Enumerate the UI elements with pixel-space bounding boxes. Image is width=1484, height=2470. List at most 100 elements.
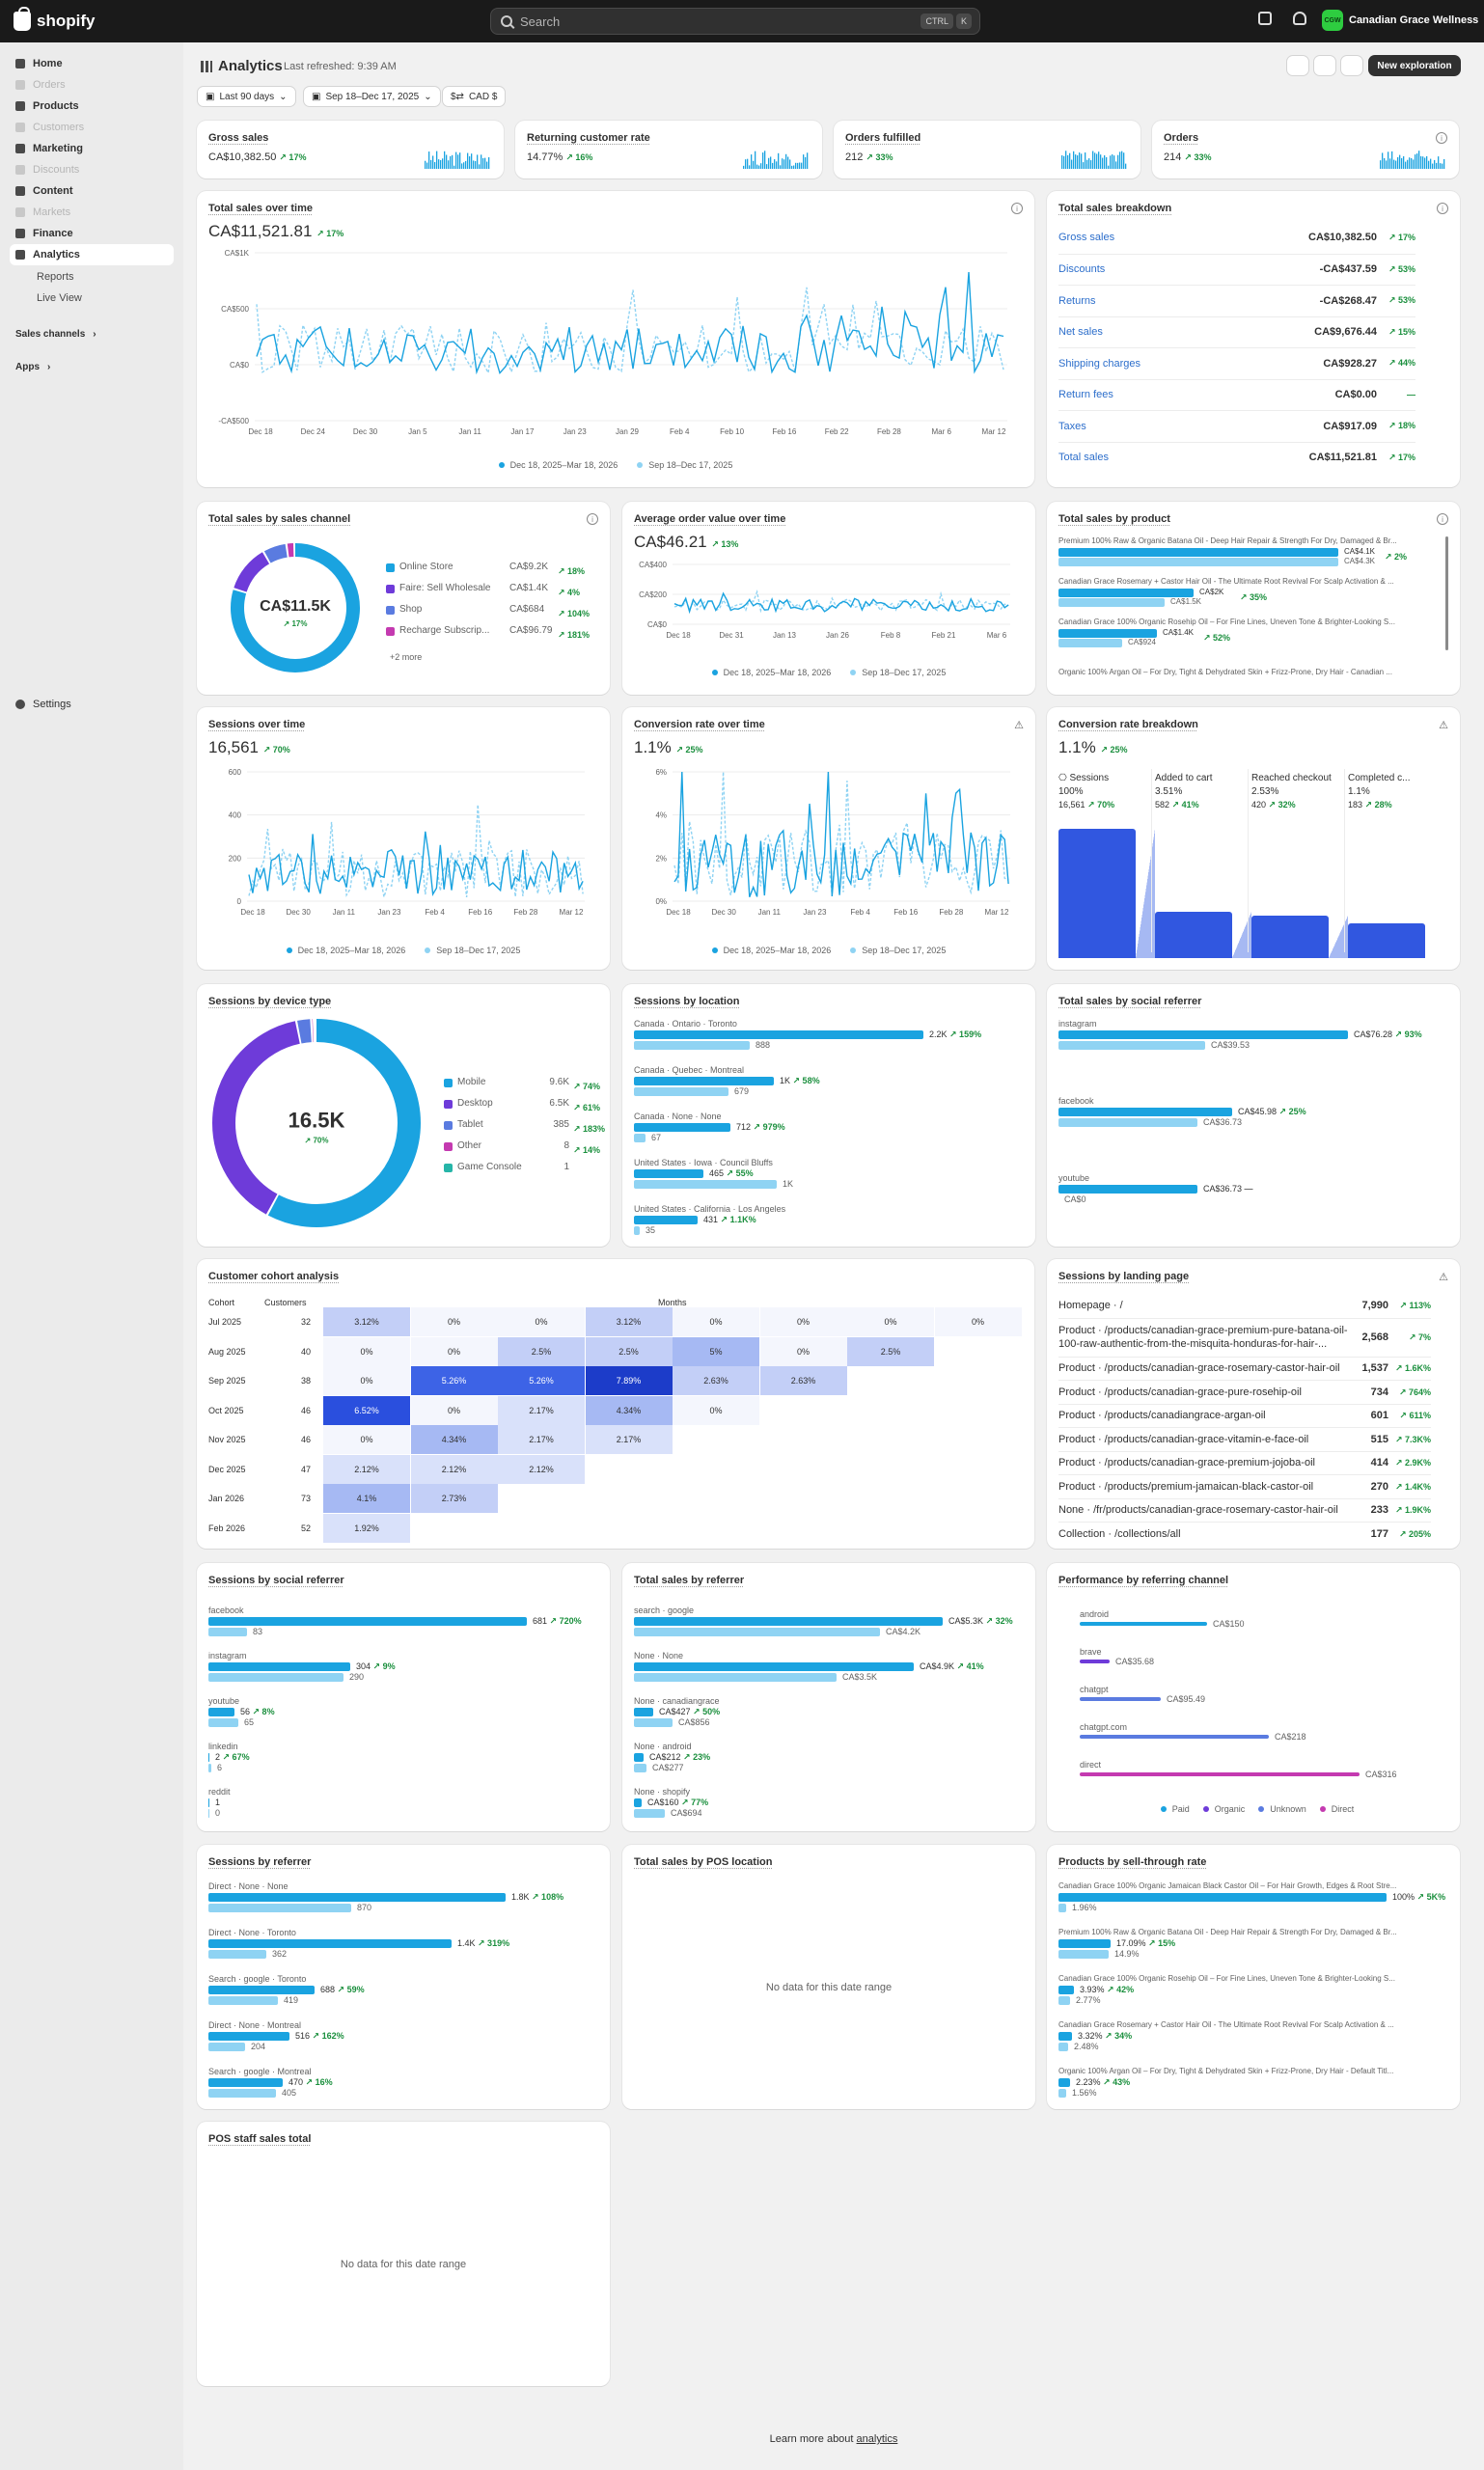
previous-bar[interactable] <box>208 1718 238 1727</box>
card-title[interactable]: Sessions by location <box>634 996 740 1007</box>
previous-bar[interactable] <box>634 1087 728 1096</box>
bar-label[interactable]: United States · Iowa · Council Bluffs <box>634 1158 773 1167</box>
cohort-cell[interactable]: 0% <box>410 1395 498 1425</box>
product-name[interactable]: Organic 100% Argan Oil – For Dry, Tight … <box>1058 668 1392 676</box>
sidebar-item-discounts[interactable]: Discounts <box>10 159 174 180</box>
funnel-bar[interactable] <box>1058 829 1136 958</box>
refresh-icon[interactable] <box>1286 55 1309 76</box>
cohort-cell[interactable]: 0% <box>323 1336 410 1366</box>
previous-bar[interactable] <box>208 1950 266 1959</box>
bar-label[interactable]: None · shopify <box>634 1787 691 1797</box>
previous-bar[interactable] <box>634 1764 646 1772</box>
landing-row[interactable]: Product · /products/canadiangrace-argan-… <box>1058 1403 1431 1428</box>
info-icon[interactable]: i <box>1436 132 1447 144</box>
sidebar-item-settings[interactable]: Settings <box>10 694 174 715</box>
previous-bar[interactable] <box>1058 1118 1197 1127</box>
cohort-cell[interactable]: 2.12% <box>410 1454 498 1484</box>
sidebar-sub-live-view[interactable]: Live View <box>37 292 82 304</box>
device-name[interactable]: Tablet <box>457 1119 483 1130</box>
product-name[interactable]: Canadian Grace 100% Organic Rosehip Oil … <box>1058 1974 1395 1983</box>
previous-bar[interactable] <box>634 1809 665 1818</box>
line-chart[interactable]: CA$1K CA$500 CA$0 -CA$500 Dec 18 Dec 24 Dec 30… <box>206 247 1017 444</box>
cohort-cell[interactable]: 7.89% <box>585 1366 673 1395</box>
sidebar-item-orders[interactable]: Orders <box>10 74 174 96</box>
sidebar-section-apps[interactable]: Apps › <box>10 356 174 377</box>
currency-filter[interactable]: $⇄ CAD $ <box>442 86 507 107</box>
cohort-cell[interactable]: 4.34% <box>585 1395 673 1425</box>
product-name[interactable]: Premium 100% Raw & Organic Batana Oil - … <box>1058 1928 1397 1936</box>
breakdown-row[interactable]: Returns -CA$268.47 ↗ 53% <box>1058 285 1415 316</box>
current-bar[interactable] <box>208 1617 527 1626</box>
cohort-cell[interactable]: 4.1% <box>323 1484 410 1513</box>
funnel-bar[interactable] <box>1155 912 1232 958</box>
channel-label[interactable]: chatgpt.com <box>1080 1722 1128 1732</box>
previous-bar[interactable] <box>634 1718 673 1727</box>
bar-label[interactable]: instagram <box>1058 1019 1097 1029</box>
card-title[interactable]: Total sales by referrer <box>634 1575 745 1586</box>
current-bar[interactable] <box>634 1216 698 1224</box>
sidebar-section-sales-channels[interactable]: Sales channels › <box>10 323 174 344</box>
more-link[interactable]: +2 more <box>390 652 423 662</box>
product-name[interactable]: Canadian Grace Rosemary + Castor Hair Oi… <box>1058 577 1394 586</box>
previous-bar[interactable] <box>1058 1950 1109 1959</box>
previous-bar[interactable] <box>208 1809 209 1818</box>
current-bar[interactable] <box>634 1617 943 1626</box>
channel-label[interactable]: android <box>1080 1609 1110 1619</box>
breakdown-row[interactable]: Net sales CA$9,676.44 ↗ 15% <box>1058 316 1415 347</box>
bar-label[interactable]: linkedin <box>208 1742 238 1751</box>
current-bar[interactable] <box>634 1030 923 1039</box>
cohort-cell[interactable]: 2.5% <box>847 1336 934 1366</box>
card-title[interactable]: Total sales by product <box>1058 513 1170 525</box>
cohort-cell[interactable]: 4.34% <box>410 1425 498 1454</box>
sidebar-item-content[interactable]: Content <box>10 180 174 202</box>
bar-label[interactable]: Search · google · Toronto <box>208 1974 307 1984</box>
cohort-cell[interactable]: 2.17% <box>498 1425 585 1454</box>
current-bar[interactable] <box>634 1753 644 1762</box>
breakdown-row[interactable]: Total sales CA$11,521.81 ↗ 17% <box>1058 441 1415 473</box>
comparison-filter[interactable]: ▣ Sep 18–Dec 17, 2025 ⌄ <box>303 86 441 107</box>
info-icon[interactable]: i <box>1437 203 1448 214</box>
store-menu[interactable]: CGW Canadian Grace Wellness <box>1322 10 1478 31</box>
card-title[interactable]: Average order value over time <box>634 513 786 525</box>
card-title[interactable]: Sessions by social referrer <box>208 1575 344 1586</box>
product-name[interactable]: Premium 100% Raw & Organic Batana Oil - … <box>1058 536 1397 545</box>
cohort-cell[interactable]: 0% <box>759 1336 847 1366</box>
cohort-cell[interactable]: 2.17% <box>585 1425 673 1454</box>
previous-bar[interactable] <box>208 1904 351 1912</box>
cohort-cell[interactable]: 3.12% <box>323 1307 410 1336</box>
sidebar-item-customers[interactable]: Customers <box>10 117 174 138</box>
current-bar[interactable] <box>634 1123 730 1132</box>
shopify-logo[interactable]: shopify <box>14 7 95 34</box>
previous-bar[interactable] <box>634 1673 837 1682</box>
current-bar[interactable] <box>1058 1986 1074 1994</box>
current-bar[interactable] <box>634 1798 642 1807</box>
landing-row[interactable]: Product · /products/canadian-grace-vitam… <box>1058 1427 1431 1451</box>
bar-label[interactable]: facebook <box>1058 1096 1094 1106</box>
bar-label[interactable]: reddit <box>208 1787 231 1797</box>
sidebar-item-marketing[interactable]: Marketing <box>10 138 174 159</box>
current-bar[interactable] <box>1058 1030 1348 1039</box>
kpi-title[interactable]: Orders <box>1164 132 1199 144</box>
bell-icon[interactable] <box>1293 12 1306 25</box>
new-exploration-button[interactable]: New exploration <box>1368 55 1461 76</box>
landing-row[interactable]: Homepage · / 7,990 ↗ 113% <box>1058 1294 1431 1318</box>
previous-bar[interactable] <box>1058 639 1122 647</box>
sidebar-item-analytics[interactable]: Analytics <box>10 244 174 265</box>
previous-bar[interactable] <box>634 1134 646 1142</box>
channel-label[interactable]: chatgpt <box>1080 1685 1109 1694</box>
line-chart[interactable]: 6% 4% 2% 0% Dec 18 Dec 30 Jan 11 Jan 23 Feb 4 Feb… <box>624 766 1020 924</box>
current-bar[interactable] <box>1058 629 1157 638</box>
sidebar-item-products[interactable]: Products <box>10 96 174 117</box>
current-bar[interactable] <box>208 2032 289 2041</box>
cohort-cell[interactable]: 0% <box>323 1366 410 1395</box>
bar-label[interactable]: None · None <box>634 1651 684 1660</box>
current-bar[interactable] <box>634 1077 774 1085</box>
card-title[interactable]: Customer cohort analysis <box>208 1271 340 1282</box>
current-bar[interactable] <box>1058 2078 1070 2087</box>
kpi-title[interactable]: Orders fulfilled <box>845 132 921 144</box>
card-title[interactable]: Total sales breakdown <box>1058 203 1172 214</box>
kpi-title[interactable]: Gross sales <box>208 132 269 144</box>
current-bar[interactable] <box>1058 1939 1111 1948</box>
cohort-cell[interactable]: 0% <box>673 1307 759 1336</box>
cohort-cell[interactable]: 2.12% <box>498 1454 585 1484</box>
